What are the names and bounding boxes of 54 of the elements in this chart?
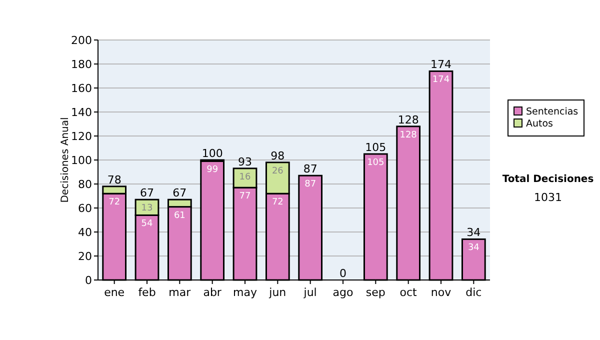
data-label: 128 [400,130,418,140]
y-axis-title: Decisiones Anual [60,117,71,203]
legend-label: Sentencias [526,106,578,118]
x-tick-label: jul [302,286,317,299]
total-label: 93 [238,155,252,168]
x-tick-label: dic [466,286,482,299]
y-tick-label: 100 [71,154,92,167]
data-label: 87 [304,180,316,190]
x-tick-label: jun [268,286,286,299]
total-label: 87 [303,162,318,176]
y-tick-label: 140 [71,106,92,119]
legend-label: Autos [526,118,554,130]
x-tick-label: may [233,286,258,299]
y-tick-label: 160 [71,82,92,95]
y-tick-label: 20 [78,250,92,263]
data-label: 13 [141,204,153,214]
data-label: 174 [432,75,450,86]
y-tick-label: 0 [85,274,92,287]
total-label: 105 [365,141,386,154]
data-label: 61 [174,210,186,221]
y-tick-label: 60 [78,202,92,215]
y-tick-label: 200 [71,34,92,47]
data-label: 77 [239,192,251,202]
y-tick-label: 180 [71,58,92,71]
total-label: 174 [430,58,452,72]
data-label: 16 [239,172,251,182]
data-label: 34 [468,243,480,254]
data-label: 99 [206,165,218,176]
y-tick-label: 120 [71,130,92,143]
y-tick-label: 40 [78,226,92,239]
x-tick-label: ago [332,286,354,299]
total-label: 128 [398,113,419,126]
data-label: 72 [108,198,120,208]
total-label: 100 [202,147,223,160]
data-label: 72 [272,198,284,208]
x-tick-label: feb [138,286,156,299]
total-label: 67 [172,186,187,200]
text: 1031 [534,191,562,204]
total-label: 98 [270,149,285,162]
data-label: 105 [367,158,384,168]
data-label: 54 [141,219,153,230]
total-label: 34 [466,226,481,240]
x-tick-label: nov [430,286,452,299]
data-label: 26 [272,166,284,176]
x-tick-label: ene [104,286,125,299]
total-label: 78 [107,173,122,186]
x-tick-label: sep [366,286,386,299]
x-tick-label: oct [400,286,418,299]
y-tick-label: 80 [78,178,92,191]
text: Total Decisiones [502,174,594,185]
x-tick-label: abr [203,286,222,299]
total-label: 67 [140,186,154,200]
x-tick-label: mar [168,286,192,299]
total-label: 0 [340,267,346,280]
